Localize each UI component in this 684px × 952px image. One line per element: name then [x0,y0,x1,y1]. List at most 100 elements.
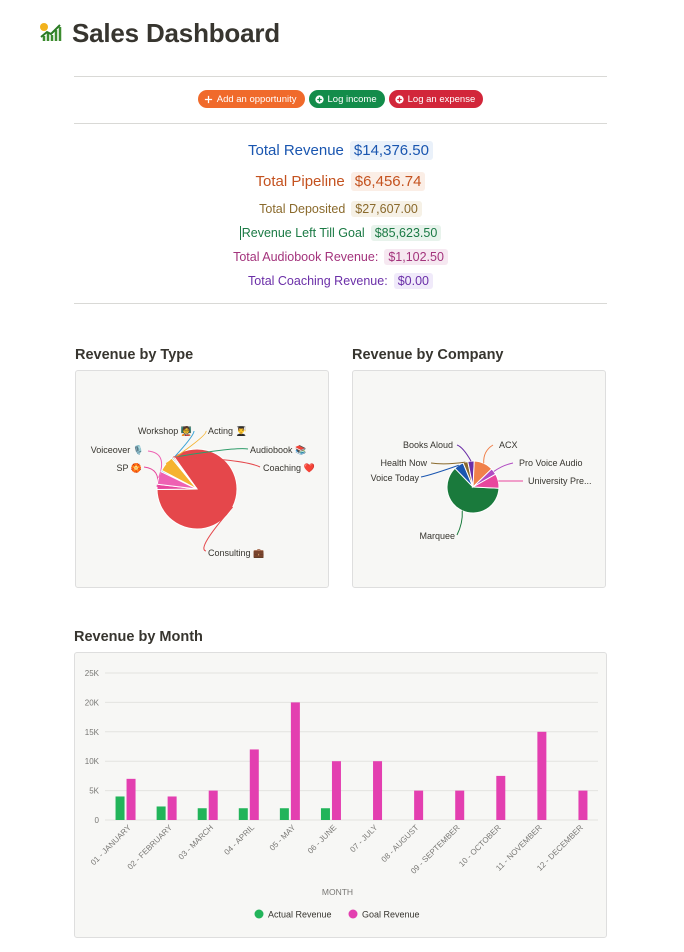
coaching-revenue-stat: Total Coaching Revenue: $0.00 [74,269,607,293]
pie-leader-line [147,450,163,478]
pie-label-acting: Acting 👨‍🎓 [208,425,247,436]
audiobook-revenue-stat: Total Audiobook Revenue: $1,102.50 [74,245,607,269]
plus-icon [204,95,212,103]
divider [74,123,607,124]
revenue-by-type-chart: Consulting 💼 SP 🏵️ Voiceover 🎙️ Workshop 🧑‍… [91,425,316,558]
pie-leader-line [203,506,234,552]
total-revenue-label: Total Revenue [248,142,344,159]
plus-circle-icon [314,94,324,104]
revenue-by-type-title: Revenue by Type [75,347,194,363]
log-income-label: Log income [327,93,377,105]
x-tick-label: 02 - FEBRUARY [126,823,175,872]
pie-label-acx: ACX [499,440,518,450]
bar-goal-revenue-02-february[interactable] [167,796,177,820]
bar-goal-revenue-03-march[interactable] [208,790,218,820]
pie-label-pro-voice-audio: Pro Voice Audio [519,458,583,468]
total-pipeline-label: Total Pipeline [255,173,345,190]
bar-actual-revenue-02-february[interactable] [156,806,166,820]
bar-actual-revenue-01-january[interactable] [115,796,125,820]
bar-goal-revenue-06-june[interactable] [331,761,341,820]
revenue-by-company-chart: Marquee Voice Today Health Now Books Aloud A… [371,440,592,541]
pie-leader-line [172,448,249,459]
total-deposited-stat: Total Deposited $27,607.00 [74,197,607,221]
pie-slice-marquee[interactable] [446,467,500,514]
legend-marker-goal-revenue [348,909,358,919]
bar-actual-revenue-04-april[interactable] [238,808,248,820]
y-tick-label: 15K [85,728,100,737]
pie-leader-line [456,510,463,536]
revenue-by-company-title: Revenue by Company [352,347,504,363]
pie-leader-line [483,444,494,464]
revenue-by-month-title: Revenue by Month [74,629,203,645]
bar-goal-revenue-09-september[interactable] [455,790,465,820]
revenue-by-type-card: Consulting 💼 SP 🏵️ Voiceover 🎙️ Workshop 🧑‍… [75,370,329,588]
total-pipeline-value: $6,456.74 [350,172,426,191]
divider [74,76,607,77]
x-tick-label: 01 - JANUARY [89,823,133,867]
chart-up-icon [40,22,62,45]
bar-goal-revenue-07-july[interactable] [373,761,383,820]
pie-leader-line [456,444,472,462]
coaching-revenue-value: $0.00 [393,273,433,289]
total-deposited-label: Total Deposited [259,202,346,216]
total-deposited-value: $27,607.00 [351,201,422,217]
pie-label-books-aloud: Books Aloud [403,440,453,450]
y-tick-label: 20K [85,698,100,707]
bar-goal-revenue-04-april[interactable] [249,749,259,820]
add-opportunity-button[interactable]: Add an opportunity [197,90,305,108]
total-pipeline-stat: Total Pipeline $6,456.74 [74,166,607,197]
stats-summary: Total Revenue $14,376.50 Total Pipeline … [74,135,607,293]
coaching-revenue-label: Total Coaching Revenue: [248,274,388,288]
bar-goal-revenue-10-october[interactable] [496,775,506,820]
bar-goal-revenue-08-august[interactable] [414,790,424,820]
x-tick-label: 07 - JULY [348,823,380,855]
bar-actual-revenue-06-june[interactable] [320,808,330,820]
pie-label-health-now: Health Now [380,458,427,468]
audiobook-revenue-label: Total Audiobook Revenue: [233,250,379,264]
add-opportunity-label: Add an opportunity [216,93,297,105]
revenue-left-value: $85,623.50 [370,225,442,241]
revenue-by-company-card: Marquee Voice Today Health Now Books Aloud A… [352,370,606,588]
pie-label-voice-today: Voice Today [371,473,420,483]
pie-label-marquee: Marquee [419,531,455,541]
x-axis-label: MONTH [322,887,353,897]
page-header: Sales Dashboard [38,18,280,49]
bar-actual-revenue-03-march[interactable] [197,808,207,820]
plus-circle-icon [394,94,404,104]
bar-goal-revenue-12-december[interactable] [578,790,588,820]
pie-leader-line [493,462,514,472]
log-expense-button[interactable]: Log an expense [388,90,484,108]
x-tick-label: 05 - MAY [268,823,298,853]
page-title: Sales Dashboard [72,18,280,48]
pie-leader-line [143,466,159,487]
bar-actual-revenue-05-may[interactable] [279,808,289,820]
log-expense-label: Log an expense [407,93,476,105]
y-tick-label: 0 [95,816,100,825]
divider [74,303,607,304]
pie-label-coaching: Coaching ❤️ [263,463,316,473]
x-tick-label: 03 - MARCH [177,823,216,862]
y-tick-label: 10K [85,757,100,766]
revenue-left-label: Revenue Left Till Goal [239,226,365,240]
x-tick-label: 10 - OCTOBER [457,823,503,869]
pie-label-consulting: Consulting 💼 [208,548,264,558]
revenue-left-stat: Revenue Left Till Goal $85,623.50 [74,221,607,245]
pie-label-audiobook: Audiobook 📚 [250,445,306,455]
log-income-button[interactable]: Log income [308,90,385,108]
legend-label-goal-revenue[interactable]: Goal Revenue [362,910,420,920]
total-revenue-value: $14,376.50 [349,141,433,160]
y-tick-label: 25K [85,669,100,678]
bar-goal-revenue-05-may[interactable] [290,702,300,820]
legend-marker-actual-revenue [254,909,264,919]
action-buttons: Add an opportunity Log income Log an exp… [74,90,607,108]
y-tick-label: 5K [89,787,99,796]
x-tick-label: 04 - APRIL [222,823,256,857]
bar-goal-revenue-01-january[interactable] [126,778,136,820]
audiobook-revenue-value: $1,102.50 [384,249,448,265]
pie-leader-line [430,461,466,465]
bar-goal-revenue-11-november[interactable] [537,731,547,820]
legend-label-actual-revenue[interactable]: Actual Revenue [268,910,332,920]
x-tick-label: 08 - AUGUST [380,823,421,864]
pie-label-workshop: Workshop 🧑‍🏫 [138,425,192,436]
